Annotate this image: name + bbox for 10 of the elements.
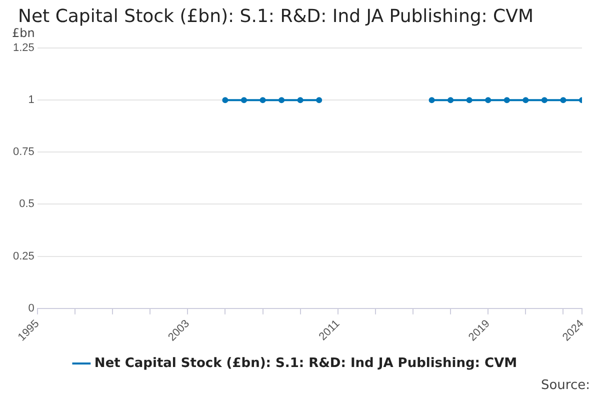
chart-title: Net Capital Stock (£bn): S.1: R&D: Ind JA Publishing: CVM (18, 6, 534, 27)
legend-label: Net Capital Stock (£bn): S.1: R&D: Ind JA Publishing: CVM (94, 356, 518, 371)
y-axis-title: £bn (12, 26, 35, 40)
source-note: Source: (540, 378, 590, 393)
y-tick-label: 0.5 (19, 198, 34, 210)
y-tick-label: 1.25 (12, 42, 34, 54)
y-tick-label: 1 (28, 94, 34, 106)
y-tick-label: 0.75 (12, 146, 34, 158)
y-tick-label: 0.25 (12, 250, 34, 262)
y-tick-label: 0 (28, 302, 34, 314)
